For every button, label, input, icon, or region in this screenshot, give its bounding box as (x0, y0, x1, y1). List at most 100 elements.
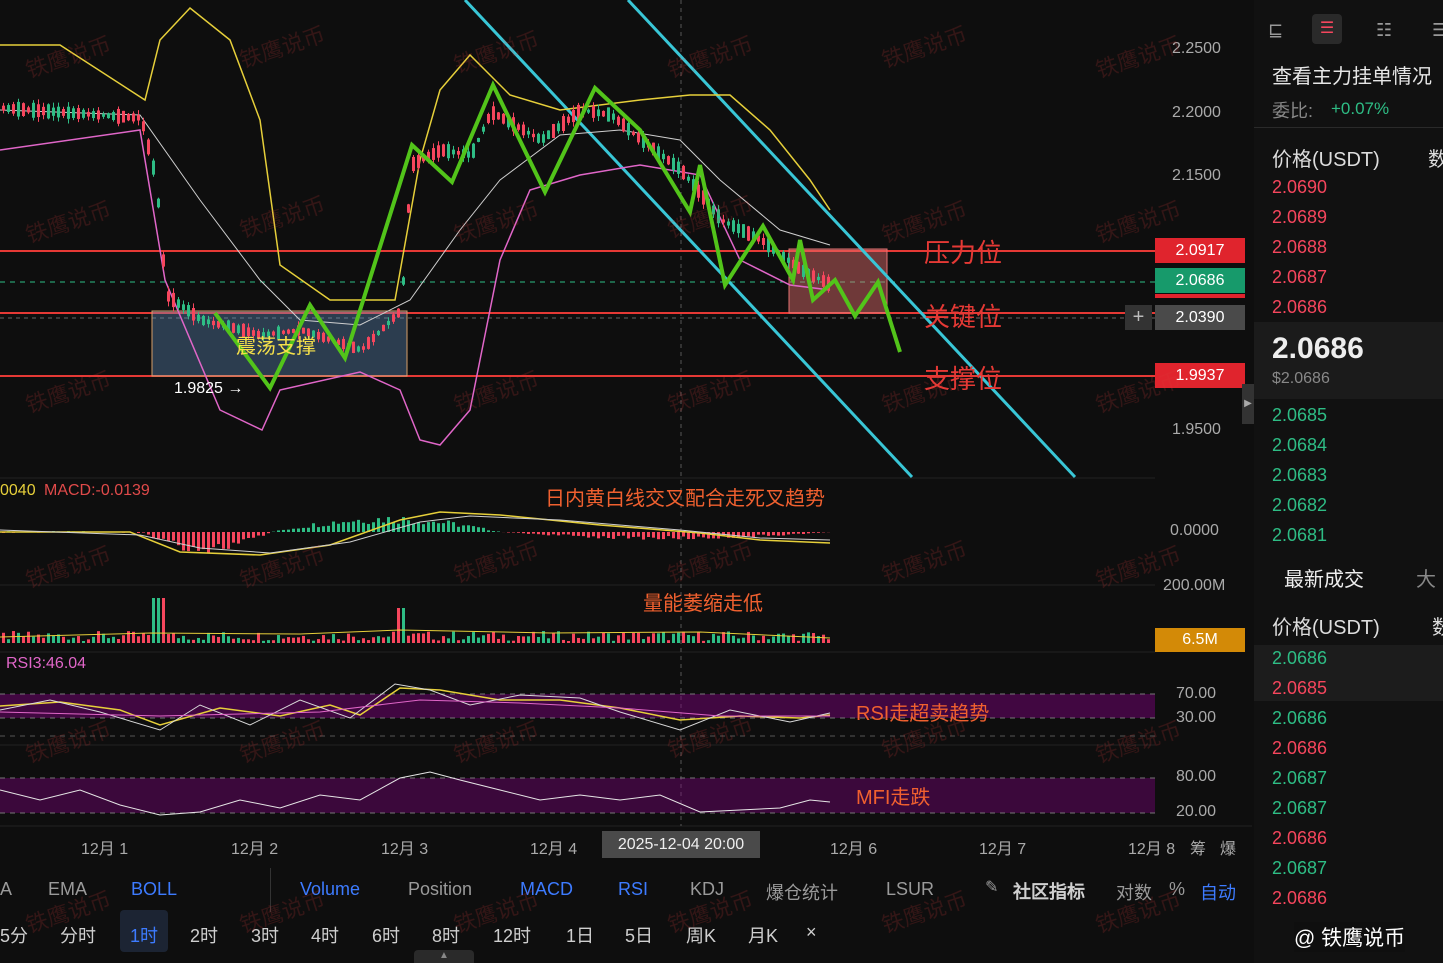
chip-button[interactable]: 筹 (1190, 841, 1207, 858)
macd-axis-label: 0.0000 (1170, 522, 1219, 539)
macd-bar (447, 520, 450, 532)
macd-bar (797, 532, 800, 534)
indicator-kdj[interactable]: KDJ (690, 879, 725, 899)
candle-body (607, 107, 610, 122)
interval-2h[interactable]: 2时 (190, 926, 219, 946)
volume-bar (27, 631, 30, 643)
candle-body (237, 325, 240, 334)
volume-bar (292, 637, 295, 643)
orderbook-row[interactable]: 2.0687 (1272, 267, 1328, 287)
macd-bar (337, 523, 340, 532)
candle-body (137, 115, 140, 121)
log-scale-toggle[interactable]: 对数 (1116, 883, 1152, 903)
volume-bar (797, 640, 800, 643)
kline-chart[interactable] (0, 0, 1252, 963)
macd-bar (417, 522, 420, 532)
macd-bar (277, 530, 280, 532)
orderbook-row[interactable]: 2.0690 (1272, 177, 1328, 197)
macd-bar (547, 532, 550, 536)
indicator-macd[interactable]: MACD (520, 879, 573, 899)
macd-bar (262, 532, 265, 536)
ratio-value: +0.07% (1331, 99, 1390, 118)
community-indicators-button[interactable]: 社区指标 (1013, 882, 1085, 902)
panel-collapse-icon[interactable]: ▶ (1242, 384, 1254, 424)
orderbook-row[interactable]: 2.0689 (1272, 207, 1328, 227)
orderbook-row[interactable]: 2.0685 (1272, 405, 1328, 425)
edit-icon[interactable]: ✎ (985, 879, 999, 896)
macd-bar (197, 532, 200, 551)
interval-1d[interactable]: 1日 (566, 926, 595, 946)
candle-body (592, 106, 595, 118)
interval-week[interactable]: 周K (686, 926, 717, 946)
orderbook-row[interactable]: 2.0683 (1272, 465, 1328, 485)
macd-bar (752, 532, 755, 538)
macd-bar (187, 532, 190, 552)
candle-body (567, 116, 570, 123)
macd-bar (342, 522, 345, 532)
interval-1h[interactable]: 1时 (130, 926, 159, 946)
candle-body (522, 124, 525, 136)
volume-bar (772, 636, 775, 643)
orderbook-row[interactable]: 2.0684 (1272, 435, 1328, 455)
interval-4h[interactable]: 4时 (311, 926, 340, 946)
big-trades-tab[interactable]: 大 (1416, 569, 1436, 591)
orderbook-bids-icon[interactable]: ☷ (1376, 20, 1393, 40)
zigzag-line (213, 80, 902, 392)
candle-body (712, 205, 715, 215)
candle-body (472, 143, 475, 158)
liquidation-button[interactable]: 爆 (1220, 841, 1237, 858)
trade-row: 2.0686 (1272, 708, 1328, 728)
interval-month[interactable]: 月K (748, 926, 779, 946)
collapse-handle-icon[interactable]: ▲ (414, 950, 474, 963)
indicator-a[interactable]: A (0, 879, 13, 899)
indicator-liquidation[interactable]: 爆仓统计 (766, 883, 838, 903)
macd-bar (477, 527, 480, 532)
macd-bar (347, 522, 350, 532)
interval-3h[interactable]: 3时 (251, 926, 280, 946)
macd-bar (237, 532, 240, 544)
orderbook-more-icon[interactable]: ☰ (1432, 20, 1443, 40)
orderbook-row[interactable]: 2.0682 (1272, 495, 1328, 515)
indicator-lsur[interactable]: LSUR (886, 879, 935, 899)
orderbook-asks-icon[interactable]: ☰ (1312, 14, 1342, 44)
indicator-rsi[interactable]: RSI (618, 879, 649, 899)
add-line-icon[interactable]: + (1125, 305, 1152, 330)
indicator-ema[interactable]: EMA (48, 879, 88, 899)
latest-trades-tab[interactable]: 最新成交 (1284, 569, 1364, 591)
volume-bar (407, 635, 410, 643)
volume-bar (622, 632, 625, 643)
volume-bar (517, 636, 520, 643)
macd-bar (617, 532, 620, 536)
volume-bar (582, 638, 585, 643)
orderbook-row[interactable]: 2.0686 (1272, 297, 1328, 317)
interval-6h[interactable]: 6时 (372, 926, 401, 946)
orderbook-row[interactable]: 2.0688 (1272, 237, 1328, 257)
candle-body (67, 106, 70, 119)
macd-bar (637, 532, 640, 537)
volume-bar (652, 633, 655, 643)
volume-bar (502, 634, 505, 643)
volume-bar (547, 638, 550, 643)
indicator-boll[interactable]: BOLL (131, 879, 178, 899)
indicator-volume[interactable]: Volume (300, 879, 361, 899)
volume-bar (157, 598, 160, 643)
orderbook-row[interactable]: 2.0681 (1272, 525, 1328, 545)
interval-line[interactable]: 分时 (60, 926, 96, 946)
macd-bar (437, 523, 440, 532)
candle-body (497, 112, 500, 120)
interval-8h[interactable]: 8时 (432, 926, 461, 946)
orderbook-both-icon[interactable]: ⊑ (1268, 20, 1284, 40)
volume-bar (182, 635, 185, 643)
interval-12h[interactable]: 12时 (493, 926, 532, 946)
trade-row: 2.0685 (1272, 678, 1328, 698)
percent-scale-toggle[interactable]: % (1169, 879, 1186, 899)
close-icon[interactable]: × (806, 922, 817, 942)
volume-bar (137, 636, 140, 643)
date-label: 12月 1 (81, 841, 129, 858)
interval-5d[interactable]: 5日 (625, 926, 654, 946)
auto-scale-toggle[interactable]: 自动 (1200, 883, 1236, 903)
candle-body (757, 235, 760, 242)
candle-body (112, 111, 115, 121)
interval-5m[interactable]: 5分 (0, 926, 29, 946)
indicator-position[interactable]: Position (408, 879, 473, 899)
